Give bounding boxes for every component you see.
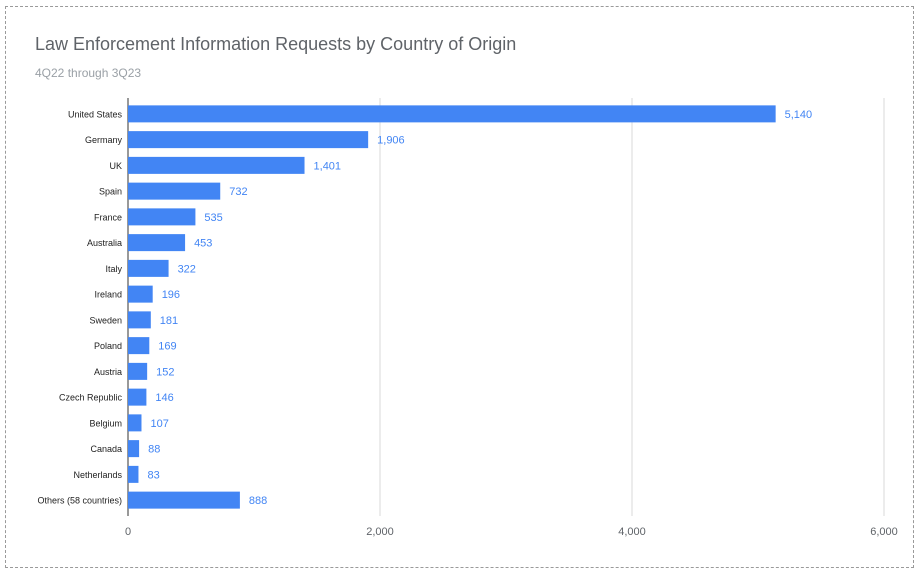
bars — [128, 105, 776, 509]
data-label-belgium: 107 — [150, 418, 168, 430]
category-label-sweden: Sweden — [89, 315, 122, 325]
category-label-italy: Italy — [105, 264, 122, 274]
x-tick-label: 6,000 — [870, 526, 898, 538]
data-label-netherlands: 83 — [147, 469, 159, 481]
data-label-australia: 453 — [194, 238, 212, 250]
bar-sweden — [128, 311, 151, 329]
data-label-others-58-countries: 888 — [249, 495, 267, 507]
data-label-spain: 732 — [229, 186, 247, 198]
chart-frame — [5, 6, 914, 568]
chart-title: Law Enforcement Information Requests by … — [35, 34, 517, 54]
category-label-france: France — [94, 212, 122, 222]
category-label-germany: Germany — [85, 135, 123, 145]
data-label-sweden: 181 — [160, 315, 178, 327]
category-label-others-58-countries: Others (58 countries) — [37, 496, 122, 506]
data-label-france: 535 — [204, 212, 222, 224]
data-label-austria: 152 — [156, 366, 174, 378]
bar-australia — [128, 234, 186, 252]
bar-spain — [128, 182, 221, 200]
bar-czech-republic — [128, 388, 147, 406]
bar-united-states — [128, 105, 776, 123]
bar-netherlands — [128, 465, 139, 483]
category-label-austria: Austria — [94, 367, 122, 377]
category-label-canada: Canada — [90, 444, 122, 454]
category-label-czech-republic: Czech Republic — [59, 393, 123, 403]
data-label-italy: 322 — [178, 263, 196, 275]
category-label-uk: UK — [109, 161, 122, 171]
x-tick-label: 0 — [125, 526, 131, 538]
bar-belgium — [128, 414, 142, 432]
bar-others-58-countries — [128, 491, 240, 509]
bar-germany — [128, 131, 369, 149]
bar-austria — [128, 362, 148, 380]
data-label-poland: 169 — [158, 341, 176, 353]
x-tick-label: 2,000 — [366, 526, 394, 538]
bar-italy — [128, 259, 169, 277]
bar-ireland — [128, 285, 153, 303]
bar-canada — [128, 440, 140, 458]
chart-subtitle: 4Q22 through 3Q23 — [35, 66, 142, 80]
data-label-czech-republic: 146 — [155, 392, 173, 404]
data-labels: 5,140 1,906 1,401 732 535 453 322 196 181 169 152 1… — [147, 109, 812, 507]
bar-poland — [128, 337, 150, 355]
category-label-belgium: Belgium — [89, 418, 122, 428]
category-label-poland: Poland — [94, 341, 122, 351]
category-label-spain: Spain — [99, 187, 122, 197]
category-label-australia: Australia — [87, 238, 122, 248]
category-labels: United States Germany UK Spain France Austral… — [37, 109, 122, 505]
category-label-ireland: Ireland — [94, 290, 122, 300]
data-label-united-states: 5,140 — [785, 109, 813, 121]
x-tick-label: 4,000 — [618, 526, 646, 538]
x-tick-labels: 0 2,000 4,000 6,000 — [125, 526, 898, 538]
data-label-canada: 88 — [148, 444, 160, 456]
data-label-uk: 1,401 — [314, 160, 342, 172]
data-label-ireland: 196 — [162, 289, 180, 301]
bar-uk — [128, 156, 305, 174]
bar-france — [128, 208, 196, 226]
category-label-netherlands: Netherlands — [73, 470, 122, 480]
data-label-germany: 1,906 — [377, 135, 405, 147]
category-label-united-states: United States — [68, 109, 123, 119]
